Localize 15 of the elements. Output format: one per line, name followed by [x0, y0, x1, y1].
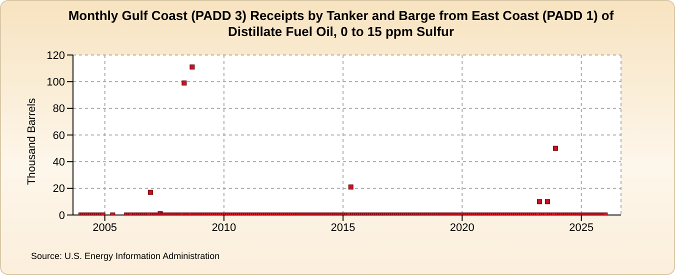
- y-axis-title: Thousand Barrels: [26, 98, 38, 185]
- y-tick-label: 80: [52, 103, 65, 116]
- y-tick-label: 40: [52, 156, 65, 169]
- x-tick-label: 2010: [212, 222, 236, 234]
- x-tick-label: 2025: [569, 222, 594, 234]
- chart-title: Monthly Gulf Coast (PADD 3) Receipts by Tanker and Barge from East Coast (PADD 1) of Distillate Fuel Oil, 0 to 15 ppm Sulfur: [67, 8, 615, 40]
- y-tick-label: 100: [46, 76, 65, 89]
- y-tick-label: 60: [52, 130, 65, 142]
- x-tick-label: 2020: [450, 222, 474, 234]
- source-note: Source: U.S. Energy Information Administration: [31, 251, 220, 261]
- x-tick-label: 2005: [92, 222, 118, 234]
- y-tick-label: 0: [58, 210, 65, 222]
- x-tick-label: 2015: [330, 222, 356, 234]
- y-tick-label: 20: [52, 183, 65, 196]
- y-tick-label: 120: [46, 50, 65, 62]
